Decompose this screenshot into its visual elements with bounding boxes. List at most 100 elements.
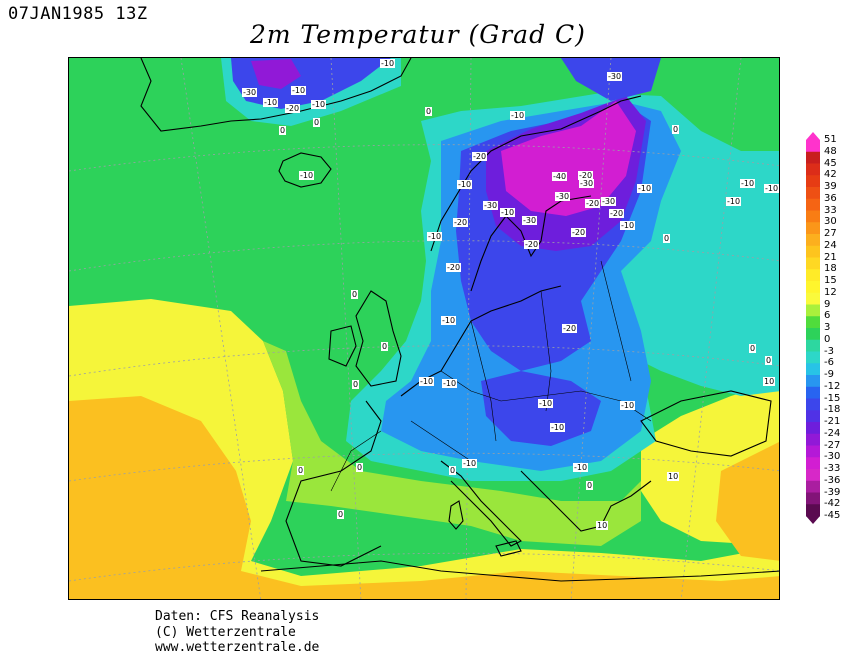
legend-swatch [806, 504, 820, 517]
contour-label: 0 [279, 126, 287, 135]
contour-label: 10 [596, 521, 609, 530]
legend-swatch [806, 175, 820, 188]
contour-label: -10 [462, 459, 478, 468]
legend-tick-label: 24 [824, 239, 837, 251]
legend-tick-label: 6 [824, 310, 831, 322]
legend-tick-label: 39 [824, 181, 837, 192]
contour-label: -20 [285, 104, 301, 113]
cold-zone-magenta [501, 101, 636, 216]
legend-swatch [806, 245, 820, 258]
legend-swatch [806, 316, 820, 329]
credits-copyright: (C) Wetterzentrale [155, 624, 296, 640]
contour-label: -20 [571, 228, 587, 237]
contour-label: -10 [427, 232, 443, 241]
legend-tick-label: -33 [824, 463, 841, 474]
contour-label: 0 [449, 466, 457, 475]
contour-label: 10 [763, 377, 776, 386]
greenland-very-cold [251, 59, 301, 89]
legend-swatch [806, 292, 820, 305]
contour-label: 0 [356, 463, 364, 472]
contour-label: 0 [351, 290, 359, 299]
credits: Daten: CFS Reanalysis (C) Wetterzentrale… [155, 609, 319, 656]
contour-label: 0 [381, 342, 389, 351]
legend-swatch [806, 398, 820, 411]
contour-label: 0 [663, 234, 671, 243]
contour-label: -10 [457, 180, 473, 189]
legend-tick-label: -12 [824, 380, 841, 392]
legend-tick-label: -39 [824, 486, 841, 498]
contour-label: -20 [562, 324, 578, 333]
credits-source: Daten: CFS Reanalysis [155, 609, 320, 624]
legend-swatch [806, 257, 820, 270]
legend-tick-label: 12 [824, 286, 837, 298]
contour-label: -10 [573, 463, 589, 472]
legend-tick-label: 30 [824, 216, 837, 228]
legend-swatch [806, 187, 820, 200]
contour-label: -30 [601, 197, 617, 206]
legend-tick-label: 27 [824, 228, 837, 239]
legend-tick-label: 3 [824, 322, 831, 333]
contour-label: -10 [500, 208, 516, 217]
contour-label: -20 [472, 152, 488, 161]
contour-label: 10 [667, 472, 680, 481]
color-legend [806, 132, 820, 524]
contour-label: -10 [291, 86, 307, 95]
legend-tick-label: 51 [824, 134, 837, 145]
contour-label: -10 [726, 197, 742, 206]
contour-label: -20 [585, 199, 601, 208]
legend-tick-label: -42 [824, 498, 841, 510]
legend-swatch [806, 269, 820, 282]
legend-tick-label: -9 [824, 369, 834, 380]
contour-label: -20 [524, 240, 540, 249]
contour-label: 0 [765, 356, 773, 365]
contour-label: 0 [672, 125, 680, 134]
datetime-label: 07JAN1985 13Z [8, 4, 148, 24]
legend-swatch [806, 304, 820, 317]
contour-label: -10 [620, 401, 636, 410]
legend-tick-label: -21 [824, 416, 841, 427]
contour-label: -10 [510, 111, 526, 120]
legend-swatch [806, 422, 820, 435]
legend-tick-label: 36 [824, 192, 837, 204]
contour-label: -20 [453, 218, 469, 227]
contour-label: -10 [620, 221, 636, 230]
legend-tick-label: -27 [824, 439, 841, 451]
legend-tick-label: 42 [824, 169, 837, 181]
mild-zone-band [263, 341, 641, 546]
contour-label: -10 [441, 316, 457, 325]
legend-swatch [806, 469, 820, 482]
legend-swatch [806, 375, 820, 388]
contour-label: 0 [425, 107, 433, 116]
contour-label: -10 [419, 377, 435, 386]
contour-label: -30 [579, 179, 595, 188]
credits-website: www.wetterzentrale.de [155, 640, 320, 655]
contour-label: 0 [352, 380, 360, 389]
contour-label: -10 [538, 399, 554, 408]
legend-tick-label: -24 [824, 427, 841, 439]
legend-tick-label: -36 [824, 474, 841, 486]
contour-label: -10 [311, 100, 327, 109]
temperature-map: -10 -30 -30 -10 -10 -20 -10 0 0 0 -10 0 -10 -20 -10 -40… [68, 57, 780, 600]
legend-swatch [806, 351, 820, 364]
contour-label: -30 [522, 216, 538, 225]
cold-zone-blue-central [481, 371, 601, 446]
warmer-zone-southwest [69, 396, 779, 599]
map-title: 2m Temperatur (Grad C) [250, 20, 586, 49]
legend-tick-label: 33 [824, 204, 837, 216]
legend-swatch [806, 410, 820, 423]
contour-label: 0 [313, 118, 321, 127]
legend-tick-label: -30 [824, 451, 841, 463]
legend-swatch [806, 457, 820, 470]
contour-label: 0 [749, 344, 757, 353]
legend-tick-label: -3 [824, 345, 834, 357]
contour-label: -30 [242, 88, 258, 97]
legend-swatch [806, 151, 820, 164]
graticule [69, 58, 779, 599]
legend-swatch [806, 198, 820, 211]
contour-label: -20 [609, 209, 625, 218]
contour-label: -20 [446, 263, 462, 272]
contour-label: 0 [297, 466, 305, 475]
legend-tick-label: 18 [824, 263, 837, 275]
contour-label: 0 [337, 510, 345, 519]
contour-label: -10 [764, 184, 779, 193]
